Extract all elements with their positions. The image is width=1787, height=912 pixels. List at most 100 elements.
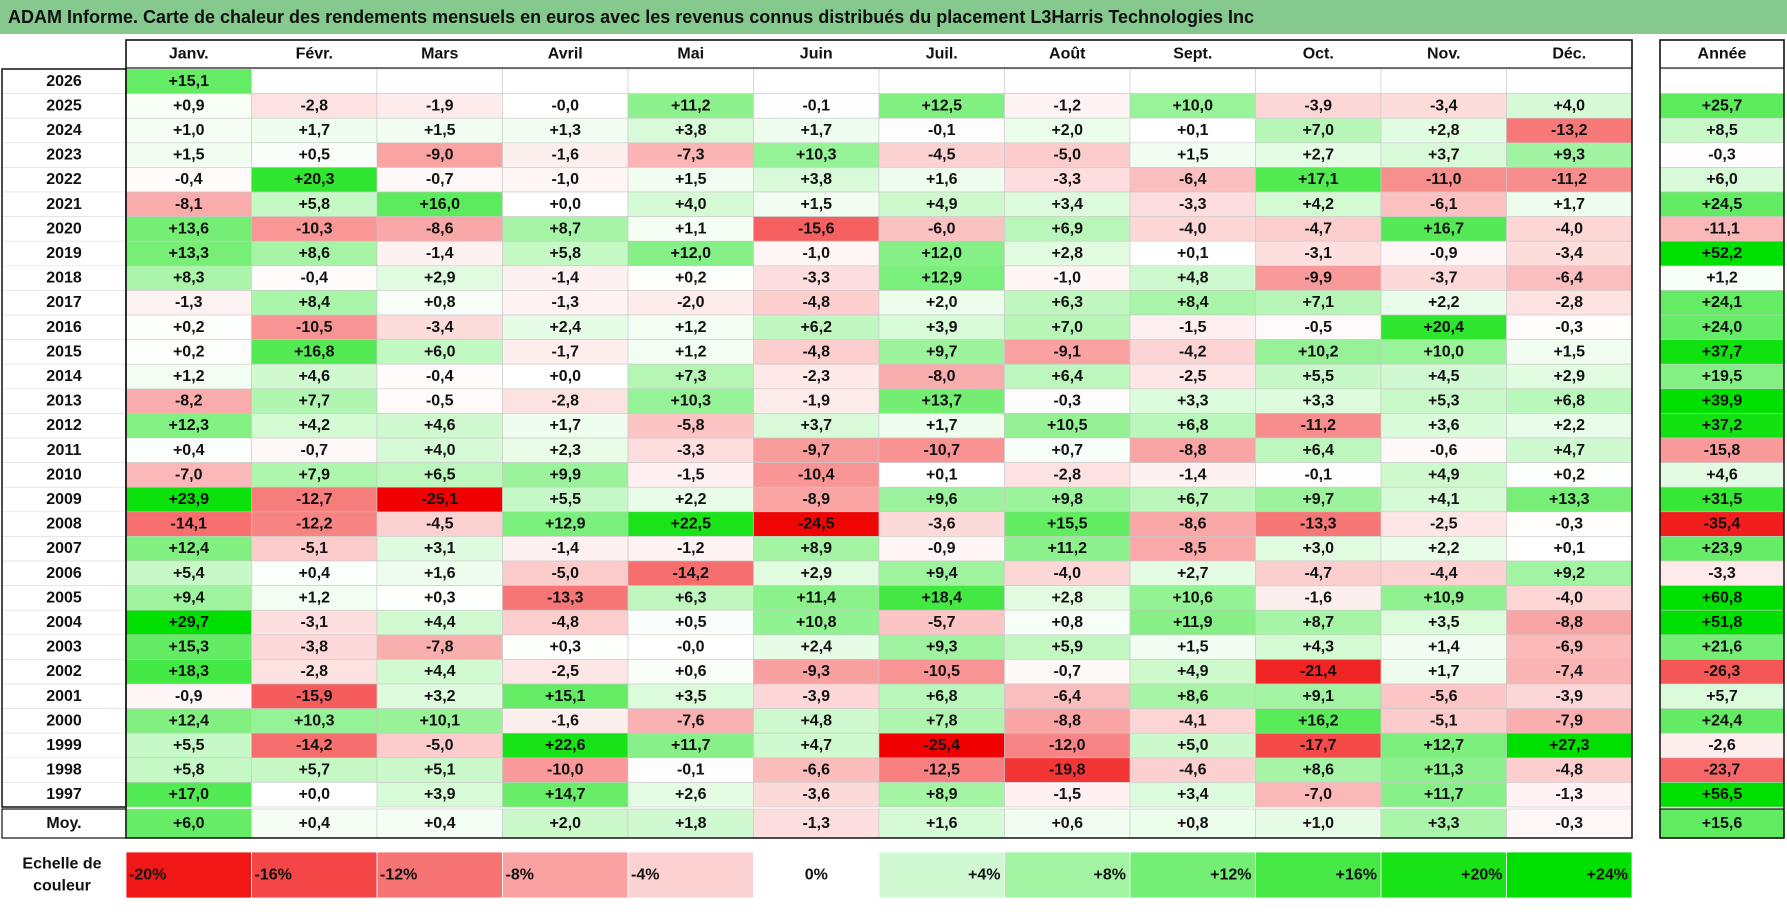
heatmap-cell: [1255, 683, 1382, 709]
scale-swatch: [1255, 851, 1382, 899]
cell-value: +8,6: [298, 245, 330, 262]
heatmap-cell: [502, 240, 629, 267]
cell-value: -0,3: [1053, 393, 1081, 410]
average-cell: [125, 808, 252, 839]
annual-cell: [1659, 363, 1785, 390]
year-cell: [1, 191, 127, 217]
heatmap-cell: [376, 93, 503, 119]
cell-value: -8,1: [175, 196, 203, 213]
scale-value: -12%: [380, 867, 417, 884]
cell-value: -0,3: [1555, 516, 1583, 533]
cell-value: +13,6: [169, 220, 210, 237]
heatmap-cell: [251, 388, 378, 414]
cell-value: +12,5: [922, 97, 963, 114]
heatmap-cell: [251, 462, 378, 488]
cell-value: +1,5: [424, 122, 456, 139]
average-value: +1,8: [675, 815, 707, 832]
annual-cell: [1659, 486, 1785, 513]
cell-value: -5,1: [1430, 712, 1458, 729]
cell-value: +4,6: [424, 417, 456, 434]
heatmap-cell: [1380, 437, 1507, 463]
cell-value: -0,7: [426, 171, 454, 188]
cell-value: +1,3: [549, 122, 581, 139]
cell-value: -4,5: [928, 147, 956, 164]
heatmap-cell: [502, 290, 629, 316]
average-cell: [376, 808, 503, 839]
cell-value: +7,0: [1051, 319, 1083, 336]
heatmap-cell: [376, 462, 503, 488]
cell-value: -7,6: [677, 712, 705, 729]
heatmap-cell: [125, 290, 252, 316]
heatmap-cell: [627, 216, 754, 242]
annual-header-box: [1659, 39, 1785, 69]
cell-value: +3,3: [1302, 393, 1334, 410]
cell-value: +11,7: [671, 737, 711, 754]
heatmap-cell: [125, 413, 252, 439]
cell-value: +12,9: [922, 270, 963, 287]
heatmap-cell: [1380, 585, 1507, 611]
cell-value: -2,5: [551, 663, 579, 680]
month-header: Nov.: [1427, 46, 1460, 63]
heatmap-cell: [1380, 634, 1507, 660]
cell-value: -13,3: [547, 589, 584, 606]
heatmap-cell: [1129, 708, 1256, 734]
scale-swatch: [251, 851, 378, 899]
heatmap-cell: [878, 240, 1005, 267]
heatmap-cell: [251, 290, 378, 316]
heatmap-cell: [627, 536, 754, 562]
scale-swatch: [1129, 851, 1256, 899]
annual-cell: [1659, 68, 1785, 94]
cell-value: +4,8: [800, 712, 832, 729]
annual-value: +24,5: [1702, 196, 1743, 213]
cell-value: +6,7: [1177, 491, 1209, 508]
cell-value: -0,1: [677, 762, 705, 779]
heatmap-cell: [502, 68, 629, 94]
year-cell: [1, 388, 127, 414]
average-annual-value: +15,6: [1702, 815, 1743, 832]
cell-value: -6,9: [1555, 639, 1583, 656]
heatmap-cell: [502, 757, 629, 783]
cell-value: -13,2: [1551, 122, 1588, 139]
heatmap-cell: [753, 117, 880, 144]
heatmap-cell: [502, 659, 629, 685]
cell-value: -1,0: [551, 171, 579, 188]
heatmap-cell: [1004, 413, 1131, 439]
cell-value: -0,0: [551, 97, 579, 114]
annual-value: +52,2: [1702, 245, 1743, 262]
cell-value: +6,5: [424, 466, 456, 483]
cell-value: -10,5: [296, 319, 333, 336]
heatmap-cell: [1255, 782, 1382, 808]
year-column-border: [1, 68, 127, 808]
cell-value: +16,0: [420, 196, 461, 213]
cell-value: +12,9: [545, 516, 586, 533]
month-header: Juin: [800, 46, 833, 63]
heatmap-cell: [627, 486, 754, 513]
heatmap-cell: [627, 634, 754, 660]
cell-value: -3,1: [300, 614, 328, 631]
heatmap-cell: [1255, 634, 1382, 660]
heatmap-cell: [1380, 536, 1507, 562]
heatmap-cell: [251, 265, 378, 291]
heatmap-cell: [1004, 732, 1131, 759]
average-value: +3,3: [1428, 815, 1460, 832]
heatmap-cell: [753, 536, 880, 562]
cell-value: -1,4: [551, 540, 579, 557]
cell-value: -1,3: [1555, 786, 1583, 803]
annual-cell: [1659, 560, 1785, 586]
cell-value: -2,8: [300, 663, 328, 680]
cell-value: -2,8: [300, 97, 328, 114]
heatmap-cell: [1506, 708, 1633, 734]
average-value: +0,4: [298, 815, 330, 832]
heatmap-cell: [1380, 240, 1507, 267]
cell-value: -3,3: [802, 270, 830, 287]
cell-value: +1,7: [298, 122, 330, 139]
heatmap-cell: [1129, 585, 1256, 611]
cell-value: +6,4: [1302, 442, 1334, 459]
cell-value: -0,4: [300, 270, 328, 287]
cell-value: -4,6: [1179, 762, 1207, 779]
cell-value: +2,8: [1051, 589, 1083, 606]
heatmap-cell: [125, 363, 252, 390]
scale-swatch: [376, 851, 503, 899]
cell-value: +17,1: [1298, 171, 1339, 188]
cell-value: +10,1: [420, 712, 461, 729]
